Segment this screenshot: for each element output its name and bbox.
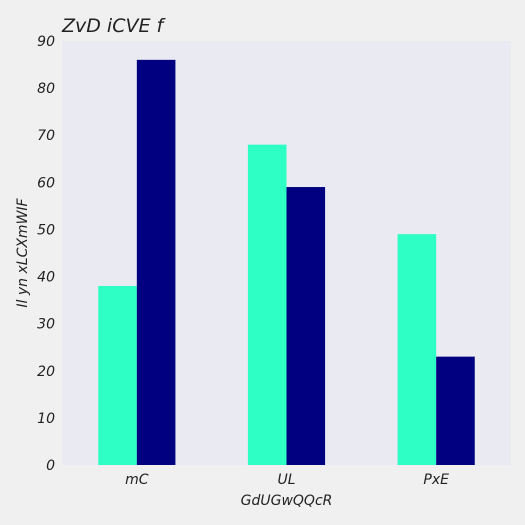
y-tick-label: 60 (37, 175, 55, 191)
chart-title: ZvD iCVE f (61, 15, 167, 37)
y-tick-label: 30 (37, 317, 55, 333)
x-axis-label: GdUGwQQcR (241, 493, 333, 509)
y-tick-label: 80 (37, 81, 55, 97)
bar-mC-series-2 (136, 59, 176, 465)
bar-PxE-series-2 (436, 356, 475, 465)
bar-mC-series-1 (98, 285, 137, 465)
bar-UL-series-1 (247, 144, 287, 465)
x-tick-label: UL (277, 472, 295, 488)
y-tick-label: 70 (37, 128, 55, 144)
x-axis-ticks: mC UL PxE (125, 472, 449, 488)
x-tick-label: PxE (423, 472, 449, 488)
y-tick-label: 0 (46, 458, 55, 474)
y-tick-label: 50 (37, 222, 55, 238)
y-axis-label: Il yn xLCXmWIF (15, 197, 31, 307)
bar-PxE-series-1 (397, 234, 437, 465)
x-tick-label: mC (125, 472, 149, 488)
y-tick-label: 90 (37, 34, 55, 50)
bar-group (98, 59, 475, 466)
y-tick-label: 10 (37, 411, 55, 427)
y-axis-ticks: 0 10 20 30 40 50 60 70 80 90 (37, 34, 55, 474)
y-tick-label: 20 (37, 364, 55, 380)
y-tick-label: 40 (37, 270, 55, 286)
bar-UL-series-2 (286, 187, 326, 466)
